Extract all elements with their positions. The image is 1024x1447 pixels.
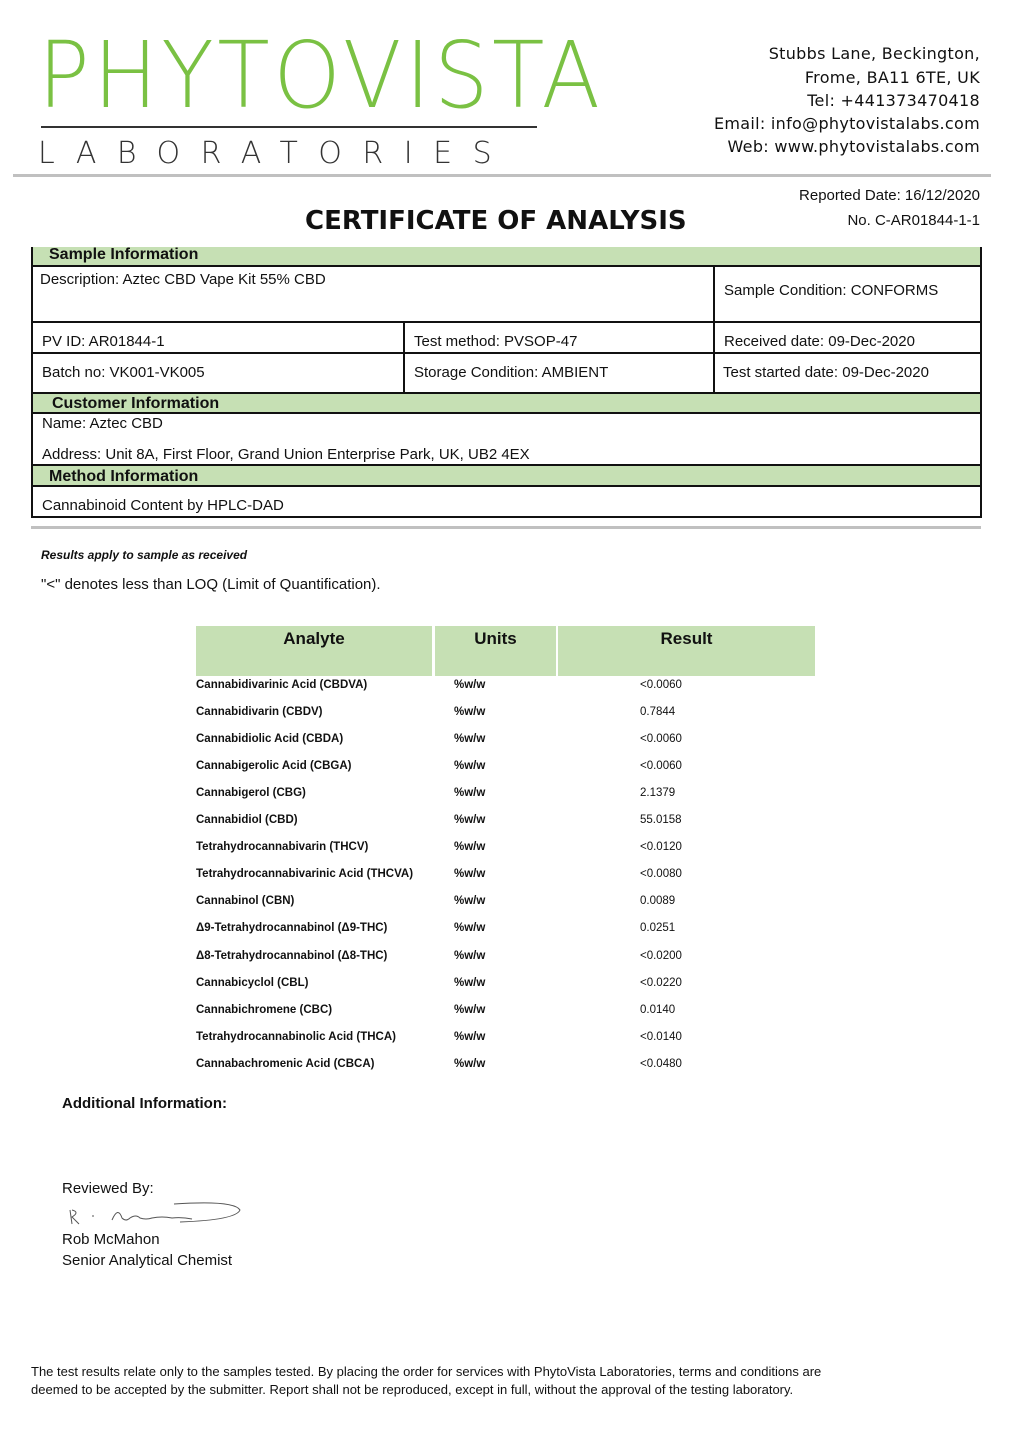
test-started-date: Test started date: 09-Dec-2020: [723, 364, 929, 381]
address-line: Stubbs Lane, Beckington,: [768, 44, 980, 63]
analyte-cell: Cannabicyclol (CBL): [196, 976, 309, 989]
customer-info-header: Customer Information: [33, 392, 980, 414]
additional-info-label: Additional Information:: [62, 1095, 227, 1112]
analyte-cell: Cannabidivarin (CBDV): [196, 706, 323, 719]
received-date: Received date: 09-Dec-2020: [724, 333, 915, 350]
units-cell: %w/w: [454, 1057, 486, 1070]
units-cell: %w/w: [454, 949, 486, 962]
sample-info-box: Sample Information Description: Aztec CB…: [31, 247, 982, 518]
reviewer-title: Senior Analytical Chemist: [62, 1252, 233, 1269]
test-method: Test method: PVSOP-47: [414, 333, 578, 350]
analyte-cell: Tetrahydrocannabivarinic Acid (THCVA): [196, 868, 414, 881]
divider: [31, 526, 981, 529]
method-info-header: Method Information: [33, 464, 980, 487]
loq-note: "<" denotes less than LOQ (Limit of Quan…: [41, 576, 381, 593]
footer-disclaimer: deemed to be accepted by the submitter. …: [31, 1382, 794, 1397]
units-cell: %w/w: [454, 868, 486, 881]
signature-image: [69, 1202, 241, 1225]
analyte-cell: Tetrahydrocannabinolic Acid (THCA): [196, 1030, 396, 1043]
result-cell: 55.0158: [640, 814, 682, 827]
units-cell: %w/w: [454, 814, 486, 827]
storage-condition: Storage Condition: AMBIENT: [414, 364, 609, 381]
result-cell: <0.0140: [640, 1030, 682, 1043]
result-cell: <0.0080: [640, 868, 682, 881]
results-note: Results apply to sample as received: [41, 548, 248, 562]
units-cell: %w/w: [454, 706, 486, 719]
analyte-cell: Cannabachromenic Acid (CBCA): [196, 1057, 375, 1070]
address-line: Frome, BA11 6TE, UK: [804, 68, 980, 87]
units-cell: %w/w: [454, 976, 486, 989]
page-title: CERTIFICATE OF ANALYSIS: [305, 206, 687, 236]
result-cell: 0.0251: [640, 922, 676, 935]
analyte-cell: Cannabigerol (CBG): [196, 787, 306, 800]
units-cell: %w/w: [454, 760, 486, 773]
result-cell: <0.0200: [640, 949, 682, 962]
description: Description: Aztec CBD Vape Kit 55% CBD: [40, 271, 326, 288]
logo-divider: [41, 126, 537, 128]
result-cell: 2.1379: [640, 787, 676, 800]
analyte-cell: Cannabichromene (CBC): [196, 1003, 333, 1016]
result-cell: <0.0220: [640, 976, 682, 989]
analyte-cell: Δ8-Tetrahydrocannabinol (Δ8-THC): [196, 949, 388, 962]
reviewed-by-label: Reviewed By:: [62, 1180, 154, 1197]
phone: Tel: +441373470418: [807, 91, 980, 110]
units-cell: %w/w: [454, 841, 486, 854]
reported-date: Reported Date: 16/12/2020: [799, 187, 980, 204]
report-number: No. C-AR01844-1-1: [847, 212, 980, 229]
sample-info-header: Sample Information: [33, 247, 980, 267]
customer-name: Name: Aztec CBD: [42, 415, 163, 432]
result-cell: 0.0089: [640, 895, 676, 908]
analyte-cell: Cannabidivarinic Acid (CBDVA): [196, 679, 368, 691]
analyte-cell: Cannabigerolic Acid (CBGA): [196, 760, 352, 773]
logo-wordmark: PHYTOVISTA: [38, 22, 604, 129]
analyte-cell: Tetrahydrocannabivarin (THCV): [196, 841, 369, 854]
pv-id: PV ID: AR01844-1: [42, 333, 165, 350]
column-header-units: Units: [435, 626, 556, 676]
column-header-analyte: Analyte: [196, 626, 432, 676]
sample-condition: Sample Condition: CONFORMS: [724, 282, 939, 299]
divider: [13, 174, 991, 177]
footer-disclaimer: The test results relate only to the samp…: [31, 1364, 822, 1379]
units-cell: %w/w: [454, 895, 486, 908]
units-cell: %w/w: [454, 1003, 486, 1016]
result-cell: <0.0060: [640, 679, 682, 691]
result-cell: <0.0480: [640, 1057, 682, 1070]
website: Web: www.phytovistalabs.com: [727, 137, 980, 156]
customer-address: Address: Unit 8A, First Floor, Grand Uni…: [42, 446, 530, 463]
units-cell: %w/w: [454, 922, 486, 935]
result-cell: <0.0120: [640, 841, 682, 854]
analyte-cell: Δ9-Tetrahydrocannabinol (Δ9-THC): [196, 922, 388, 935]
analyte-cell: Cannabidiolic Acid (CBDA): [196, 733, 344, 746]
result-cell: <0.0060: [640, 760, 682, 773]
batch-number: Batch no: VK001-VK005: [42, 364, 205, 381]
units-cell: %w/w: [454, 733, 486, 746]
column-header-result: Result: [558, 626, 815, 676]
units-cell: %w/w: [454, 1030, 486, 1043]
logo-subtitle: LABORATORIES: [38, 136, 513, 171]
analyte-cell: Cannabinol (CBN): [196, 895, 295, 908]
analyte-cell: Cannabidiol (CBD): [196, 814, 298, 827]
reviewer-name: Rob McMahon: [62, 1231, 160, 1248]
result-cell: 0.7844: [640, 706, 676, 719]
result-cell: 0.0140: [640, 1003, 676, 1016]
units-cell: %w/w: [454, 679, 486, 691]
email: Email: info@phytovistalabs.com: [713, 114, 980, 133]
units-cell: %w/w: [454, 787, 486, 800]
result-cell: <0.0060: [640, 733, 682, 746]
method-value: Cannabinoid Content by HPLC-DAD: [42, 497, 284, 514]
